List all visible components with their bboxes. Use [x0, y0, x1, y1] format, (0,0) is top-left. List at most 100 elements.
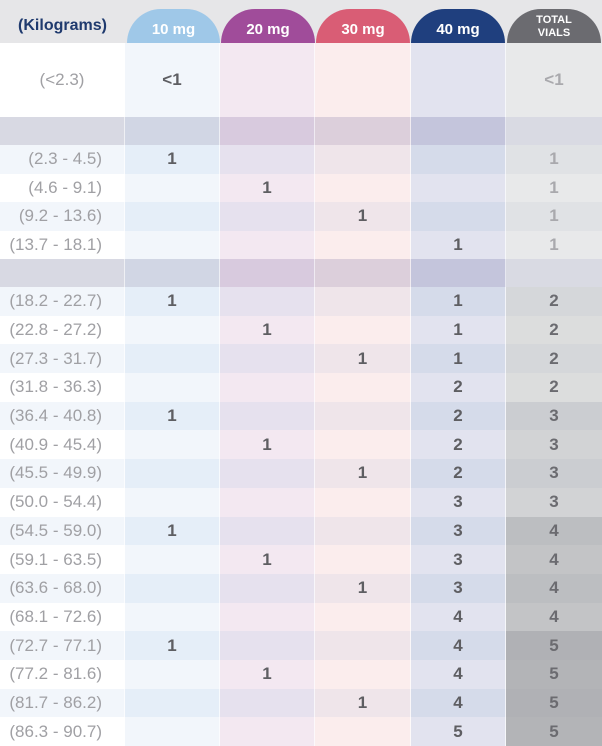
total-vials-cell: 2: [506, 287, 602, 316]
vial-count-mg40: 4: [411, 659, 506, 689]
total-vials-cell: <1: [506, 43, 602, 117]
vial-count-mg40: 2: [411, 373, 506, 402]
vial-count-mg10: [125, 659, 220, 689]
total-vials-cell: 4: [506, 545, 602, 574]
weight-range: (63.6 - 68.0): [0, 573, 125, 603]
vial-count-mg30: [315, 602, 411, 632]
vial-count-mg40: 5: [411, 717, 506, 746]
vial-count-mg30: [315, 545, 411, 574]
vial-count-mg10: 1: [125, 401, 220, 431]
total-vials-cell: 2: [506, 315, 602, 345]
table-row: (45.5 - 49.9) 1 2 3: [0, 459, 602, 488]
weight-range: (2.3 - 4.5): [0, 145, 125, 174]
vial-count-mg40: [411, 43, 506, 117]
vial-count-mg30: [315, 717, 411, 746]
vial-count-mg10: [125, 173, 220, 202]
total-vials-cell: 4: [506, 516, 602, 546]
vial-count-mg20: [220, 373, 315, 402]
weight-range: (4.6 - 9.1): [0, 173, 125, 202]
table-row: (72.7 - 77.1) 1 4 5: [0, 631, 602, 660]
table-row: (77.2 - 81.6) 1 4 5: [0, 659, 602, 689]
total-vials-cell: 3: [506, 401, 602, 431]
vial-count-mg20: 1: [220, 173, 315, 202]
vial-count-mg10: [125, 344, 220, 374]
vial-count-mg10: [125, 487, 220, 517]
vial-count-mg20: 1: [220, 430, 315, 460]
vial-count-mg20: [220, 602, 315, 632]
vial-count-mg40: 1: [411, 230, 506, 259]
vial-count-mg20: [220, 43, 315, 117]
vial-count-mg20: 1: [220, 545, 315, 574]
vial-count-mg20: 1: [220, 659, 315, 689]
table-row: (2.3 - 4.5) 1 1: [0, 145, 602, 174]
table-header: (Kilograms) 10 mg 20 mg 30 mg 40 mg TOTA…: [0, 0, 602, 43]
vial-count-mg20: [220, 344, 315, 374]
column-header-40mg: 40 mg: [411, 9, 505, 43]
vial-count-mg20: 1: [220, 315, 315, 345]
weight-range: (50.0 - 54.4): [0, 487, 125, 517]
weight-range: (18.2 - 22.7): [0, 287, 125, 316]
table-row: (86.3 - 90.7) 5 5: [0, 717, 602, 746]
vial-count-mg10: 1: [125, 145, 220, 174]
vial-count-mg40: 4: [411, 631, 506, 660]
total-vials-cell: 5: [506, 717, 602, 746]
vial-count-mg20: [220, 287, 315, 316]
table-row: (59.1 - 63.5) 1 3 4: [0, 545, 602, 574]
vial-count-mg10: 1: [125, 516, 220, 546]
vial-count-mg10: [125, 373, 220, 402]
total-vials-cell: 4: [506, 602, 602, 632]
vial-count-mg40: 3: [411, 487, 506, 517]
vial-count-mg30: 1: [315, 202, 411, 231]
vial-count-mg30: [315, 631, 411, 660]
vial-count-mg20: [220, 631, 315, 660]
vial-count-mg10: 1: [125, 287, 220, 316]
total-vials-cell: 2: [506, 344, 602, 374]
weight-range: (40.9 - 45.4): [0, 430, 125, 460]
total-vials-cell: 5: [506, 631, 602, 660]
vial-count-mg30: [315, 373, 411, 402]
total-vials-cell: 1: [506, 173, 602, 202]
weight-range: (77.2 - 81.6): [0, 659, 125, 689]
vial-count-mg20: [220, 688, 315, 718]
vial-count-mg30: [315, 173, 411, 202]
table-row: (36.4 - 40.8) 1 2 3: [0, 401, 602, 431]
weight-range: (86.3 - 90.7): [0, 717, 125, 746]
vial-count-mg30: [315, 401, 411, 431]
vial-count-mg30: 1: [315, 344, 411, 374]
column-header-total-vials: TOTAL VIALS: [507, 9, 601, 43]
group-separator: [0, 259, 602, 287]
vial-count-mg40: 1: [411, 315, 506, 345]
vial-count-mg30: [315, 315, 411, 345]
vial-count-mg40: 4: [411, 688, 506, 718]
table-row: (22.8 - 27.2) 1 1 2: [0, 315, 602, 345]
vial-count-mg10: [125, 573, 220, 603]
vial-count-mg30: [315, 430, 411, 460]
group-separator: [0, 117, 602, 145]
vial-count-mg40: 1: [411, 287, 506, 316]
vial-count-mg20: [220, 202, 315, 231]
vial-count-mg20: [220, 401, 315, 431]
vial-count-mg20: [220, 573, 315, 603]
table-row: (40.9 - 45.4) 1 2 3: [0, 430, 602, 460]
weight-range: (72.7 - 77.1): [0, 631, 125, 660]
vial-count-mg10: [125, 230, 220, 259]
column-header-20mg: 20 mg: [221, 9, 315, 43]
total-vials-cell: 3: [506, 430, 602, 460]
total-vials-cell: 3: [506, 459, 602, 488]
vial-count-mg30: 1: [315, 573, 411, 603]
total-vials-cell: 5: [506, 659, 602, 689]
table-row: (18.2 - 22.7) 1 1 2: [0, 287, 602, 316]
vial-count-mg30: [315, 287, 411, 316]
table-row: (<2.3) <1 <1: [0, 43, 602, 117]
vial-count-mg40: 3: [411, 516, 506, 546]
total-vials-cell: 5: [506, 688, 602, 718]
weight-range: (54.5 - 59.0): [0, 516, 125, 546]
vial-count-mg10: [125, 717, 220, 746]
table-row: (50.0 - 54.4) 3 3: [0, 487, 602, 517]
vial-count-mg20: [220, 717, 315, 746]
vial-count-mg40: 3: [411, 573, 506, 603]
vial-count-mg30: [315, 145, 411, 174]
vial-count-mg10: [125, 602, 220, 632]
vial-count-mg30: [315, 516, 411, 546]
column-header-30mg: 30 mg: [316, 9, 410, 43]
